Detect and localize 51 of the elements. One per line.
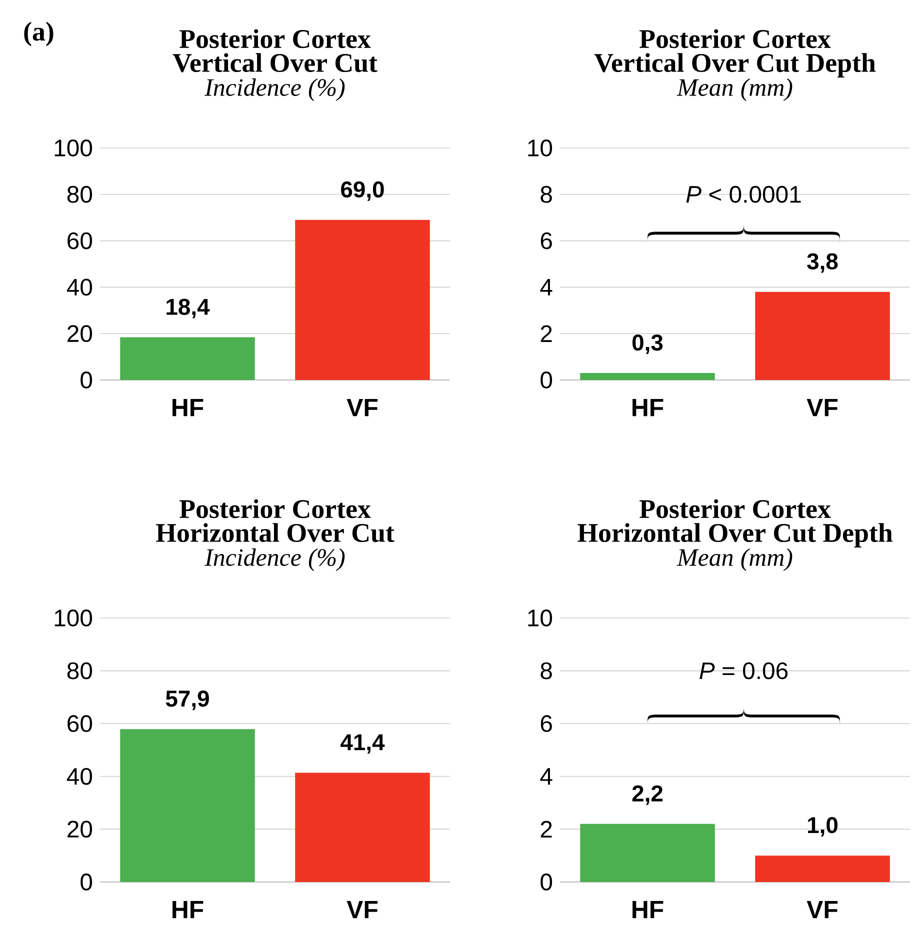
y-tick-label: 20 [68, 325, 92, 342]
x-tick-label: HF [632, 399, 664, 416]
y-tick-label: 40 [66, 278, 92, 296]
x-tick-label: HF [172, 901, 204, 918]
y-tick-label: 0 [80, 372, 92, 388]
y-tick-label: 6 [540, 715, 552, 732]
chart-title: Posterior Cortex Horizontal Over Cut Depth [578, 499, 892, 548]
y-tick-label: 4 [540, 768, 552, 785]
x-tick-label: HF [632, 901, 664, 918]
y-tick-label: 80 [67, 186, 92, 203]
y-tick-label: 0 [540, 874, 552, 890]
chart-title: Posterior Cortex Vertical Over Cut [172, 29, 378, 72]
chart-subtitle: Mean (mm) [676, 548, 792, 572]
data-label: 1,0 [808, 817, 838, 837]
y-tick-label: 20 [68, 820, 92, 838]
y-tick-label: 6 [540, 232, 552, 250]
y-tick-label: 80 [67, 662, 92, 680]
y-tick-label: 4 [540, 278, 552, 296]
y-tick-label: 8 [540, 662, 552, 680]
y-tick-label: 60 [68, 232, 92, 250]
x-tick-label: VF [806, 901, 838, 918]
y-tick-label: 10 [528, 610, 552, 626]
data-label: 2,2 [632, 785, 663, 805]
chart-subtitle: Mean (mm) [676, 78, 792, 102]
y-tick-label: 100 [54, 610, 92, 626]
y-tick-label: 100 [54, 140, 92, 156]
y-tick-label: 0 [80, 874, 92, 890]
data-label: 69,0 [341, 181, 384, 201]
y-tick-label: 2 [540, 325, 552, 342]
y-tick-label: 10 [528, 140, 552, 156]
chart-subtitle: Incidence (%) [204, 548, 345, 572]
chart-title: Posterior Cortex Horizontal Over Cut [156, 499, 394, 542]
data-label: 0,3 [632, 334, 663, 354]
x-tick-label: VF [806, 399, 838, 416]
data-label: 57,9 [166, 690, 209, 710]
x-tick-label: VF [346, 901, 378, 918]
annotation: P = 0.06 [700, 662, 788, 680]
y-tick-label: 0 [540, 372, 552, 388]
y-tick-label: 2 [540, 820, 552, 838]
y-tick-label: 60 [68, 715, 92, 732]
x-tick-label: VF [346, 399, 378, 416]
y-tick-label: 8 [540, 186, 552, 203]
annotation: P < 0.0001 [686, 186, 801, 203]
chart-title: Posterior Cortex Vertical Over Cut Depth [594, 29, 876, 78]
chart-subtitle: Incidence (%) [204, 78, 345, 102]
data-label: 3,8 [807, 253, 838, 273]
text: (a) [24, 22, 54, 46]
data-label: 18,4 [166, 298, 210, 318]
y-tick-label: 40 [66, 768, 92, 785]
x-tick-label: HF [172, 399, 204, 416]
data-label: 41,4 [340, 734, 385, 754]
